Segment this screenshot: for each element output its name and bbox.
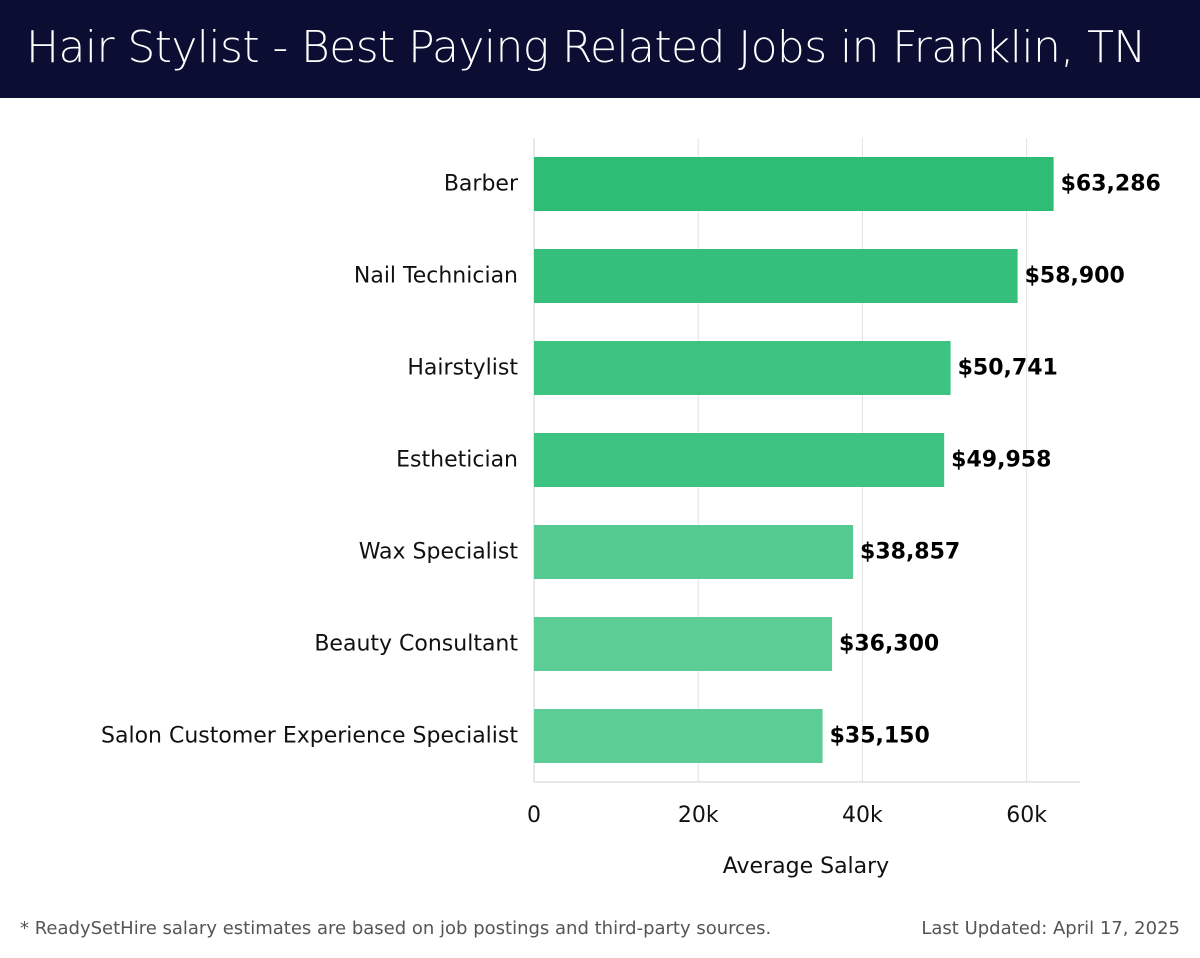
category-label: Wax Specialist (359, 540, 519, 565)
header-bar: Hair Stylist - Best Paying Related Jobs … (0, 0, 1200, 98)
category-label: Barber (444, 172, 519, 197)
value-label: $38,857 (860, 540, 960, 565)
category-label: Nail Technician (354, 264, 518, 289)
x-tick-label: 60k (1006, 803, 1047, 828)
bar (534, 249, 1018, 303)
category-label: Esthetician (396, 448, 518, 473)
x-tick-label: 0 (527, 803, 541, 828)
value-label: $36,300 (839, 632, 939, 657)
last-updated: Last Updated: April 17, 2025 (921, 918, 1180, 939)
x-tick-label: 20k (678, 803, 719, 828)
bar-chart: Barber $63,286 Nail Technician $58,900 Hairs… (101, 138, 1161, 879)
value-label: $58,900 (1025, 264, 1125, 289)
bar (534, 525, 854, 579)
x-tick-label: 40k (842, 803, 883, 828)
x-axis-title: Average Salary (723, 854, 889, 879)
category-label: Beauty Consultant (314, 632, 518, 657)
footer-note: * ReadySetHire salary estimates are base… (20, 918, 772, 939)
bar (534, 617, 833, 671)
bar (534, 157, 1054, 211)
value-label: $49,958 (951, 448, 1051, 473)
value-label: $50,741 (958, 356, 1058, 381)
bar (534, 709, 823, 763)
value-label: $63,286 (1061, 172, 1161, 197)
category-label: Hairstylist (407, 356, 518, 381)
bar (534, 433, 945, 487)
bar (534, 341, 951, 395)
value-label: $35,150 (830, 724, 930, 749)
category-label: Salon Customer Experience Specialist (101, 724, 518, 749)
page-title: Hair Stylist - Best Paying Related Jobs … (26, 22, 1146, 73)
